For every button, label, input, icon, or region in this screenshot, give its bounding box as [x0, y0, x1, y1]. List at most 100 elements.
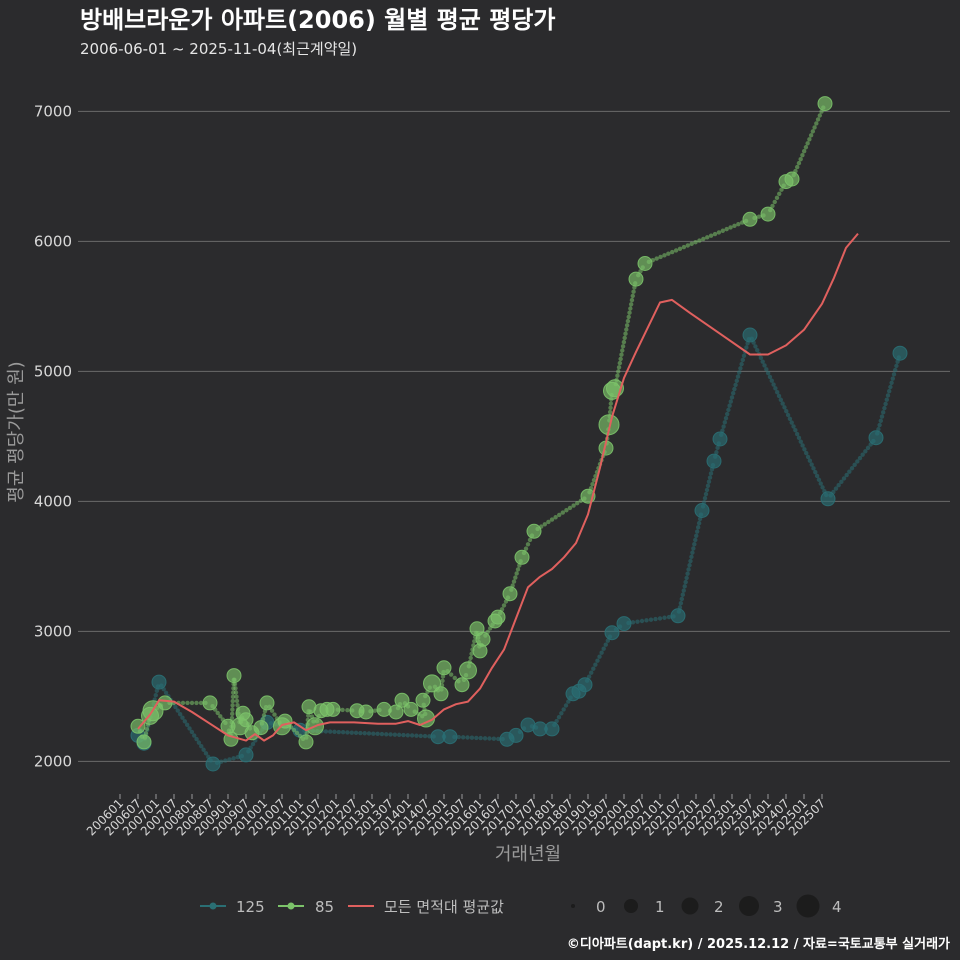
- series-125-connector-dot: [595, 658, 600, 663]
- series-85-connector-dot: [619, 352, 624, 357]
- series-125-connector-dot: [686, 567, 691, 572]
- series-125-connector-dot: [728, 399, 733, 404]
- series-125-connector-dot: [556, 715, 562, 720]
- series-85-connector-dot: [774, 195, 780, 201]
- series-85-connector-dot: [591, 477, 597, 483]
- series-85-connector-dot: [728, 225, 733, 230]
- series-125-connector-dot: [327, 729, 333, 734]
- series-125-connector-dot: [405, 733, 411, 738]
- series-125-connector-dot: [414, 733, 419, 738]
- series-85-connector-dot: [189, 700, 195, 706]
- series-125-connector-dot: [653, 616, 658, 622]
- legend-size-dot-3: [739, 896, 759, 916]
- series-125-connector-dot: [679, 596, 685, 602]
- series-85-connector-dot: [571, 503, 576, 508]
- y-tick-label-2000: 2000: [34, 752, 72, 770]
- series-85-point-5: [202, 695, 218, 711]
- series-125-connector-dot: [753, 344, 758, 349]
- series-125-connector-dot: [648, 617, 654, 622]
- y-axis-ticks: 2000 3000 4000 5000 6000 7000: [34, 102, 72, 770]
- series-125-connector-dot: [692, 541, 697, 547]
- series-125-connector-dot: [409, 733, 415, 738]
- series-85-connector-dot: [616, 365, 622, 370]
- series-125-connector-dot: [603, 642, 608, 647]
- series-85-connector-dot: [770, 203, 775, 209]
- series-85-connector-dot: [549, 517, 555, 522]
- series-125-connector-dot: [714, 450, 719, 455]
- series-125-connector-dot: [340, 730, 346, 735]
- series-85-point-14: [259, 695, 275, 711]
- series-85-connector-dot: [230, 707, 235, 712]
- series-125-point-8: [442, 729, 458, 745]
- series-85-connector-dot: [501, 603, 507, 608]
- series-85-point-55: [817, 96, 833, 112]
- series-125-connector-dot: [702, 495, 708, 501]
- series-125-connector-dot: [773, 386, 778, 391]
- series-125-connector-dot: [456, 734, 461, 740]
- series-85-point-32: [433, 686, 449, 702]
- series-85-connector-dot: [215, 710, 220, 716]
- series-125-connector-dot: [353, 730, 359, 736]
- series-85-connector-dot: [567, 505, 573, 511]
- series-125-connector-dot: [223, 758, 228, 763]
- series-85-point-26: [388, 704, 404, 720]
- legend-label-85: 85: [315, 898, 334, 916]
- series-85-connector-dot: [472, 639, 477, 644]
- legend-size-label-2: 2: [714, 898, 724, 916]
- series-125-connector-dot: [187, 726, 192, 731]
- series-85-connector-dot: [801, 149, 807, 154]
- series-85-connector-dot: [515, 567, 521, 572]
- series-85-connector-dot: [143, 731, 149, 736]
- series-85-point-22: [325, 701, 341, 717]
- series-85-connector-dot: [701, 236, 706, 242]
- series-85-connector-dot: [708, 233, 714, 238]
- legend-size-dot-4: [796, 894, 820, 918]
- series-125-connector-dot: [487, 736, 492, 741]
- series-85-point-49: [628, 271, 644, 287]
- y-tick-label-4000: 4000: [34, 492, 72, 510]
- series-125-point-4: [238, 747, 254, 763]
- series-85-connector-dot: [608, 405, 613, 410]
- series-85-connector-dot: [814, 121, 819, 126]
- series-125: [130, 327, 908, 772]
- series-125-connector-dot: [250, 741, 256, 747]
- series-125-connector-dot: [194, 736, 199, 742]
- series-85-connector-dot: [513, 575, 518, 580]
- x-axis-title: 거래년월: [495, 844, 561, 865]
- series-125-connector-dot: [735, 374, 741, 379]
- series-125-connector-dot: [791, 424, 796, 429]
- series-125-connector-dot: [605, 638, 611, 643]
- series-85-point-35: [459, 661, 477, 680]
- series-125-connector-dot: [323, 729, 329, 734]
- legend-size-dot-1: [624, 899, 638, 913]
- series-85-connector-dot: [514, 571, 519, 576]
- series-85-connector-dot: [185, 700, 190, 706]
- series-125-connector-dot: [196, 740, 202, 745]
- series-125-connector-dot: [593, 662, 598, 667]
- series-85-connector-dot: [294, 730, 300, 736]
- series-125-point-19: [670, 608, 686, 624]
- series-125-point-3: [205, 756, 221, 772]
- series-85-connector-dot: [624, 327, 629, 332]
- legend-size-2: 2: [681, 897, 724, 916]
- series-125-connector-dot: [680, 592, 685, 597]
- series-125-connector-dot: [379, 731, 385, 737]
- series-125-connector-dot: [695, 525, 701, 530]
- series-85-connector-dot: [779, 187, 784, 192]
- series-125-connector-dot: [776, 393, 782, 399]
- series-125-connector-dot: [852, 462, 857, 468]
- series-125-connector-dot: [601, 646, 606, 651]
- series-85-connector-dot: [625, 318, 631, 324]
- series-85-connector-dot: [229, 715, 235, 721]
- series-125-connector-dot: [780, 401, 785, 406]
- series-125-connector-dot: [889, 380, 894, 385]
- series-125-connector-dot: [891, 372, 897, 377]
- series-125-connector-dot: [769, 378, 774, 383]
- series-85-connector-dot: [194, 700, 199, 706]
- series-85-connector-dot: [269, 708, 275, 713]
- series-125-connector-dot: [639, 618, 645, 624]
- series-125-point-20: [694, 503, 710, 518]
- series-125-connector-dot: [860, 452, 865, 457]
- legend: 125 85 모든 면적대 평균값 0 1 2 3 4: [200, 894, 842, 918]
- series-85-connector-dot: [621, 339, 627, 345]
